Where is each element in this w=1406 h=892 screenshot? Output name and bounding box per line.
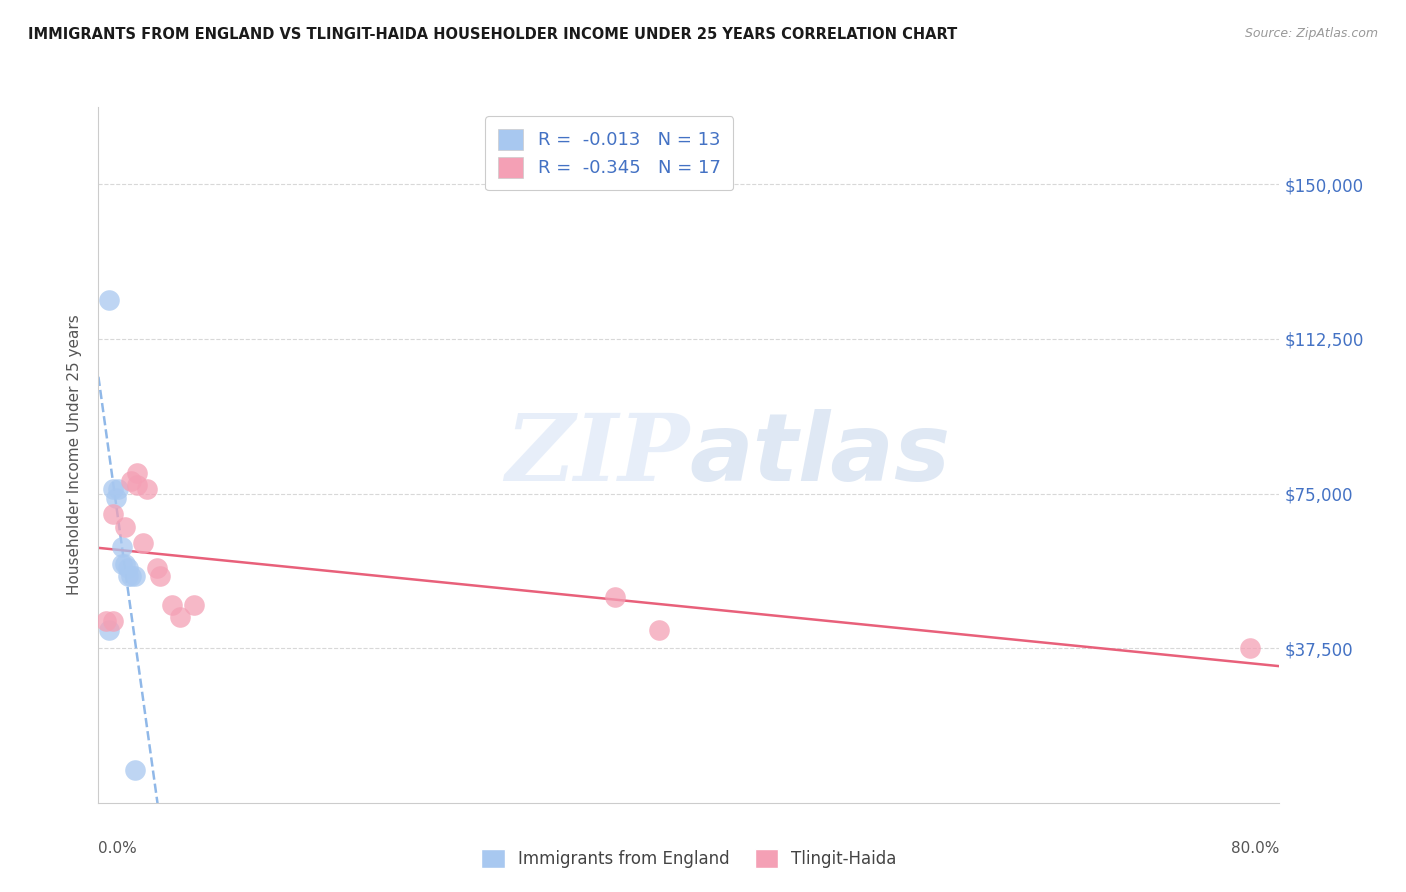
Legend: Immigrants from England, Tlingit-Haida: Immigrants from England, Tlingit-Haida [471, 838, 907, 878]
Point [97, 293, 120, 307]
Point [124, 763, 146, 777]
Point [97, 623, 120, 637]
Point [169, 610, 191, 624]
Point [648, 623, 671, 637]
Point [1239, 641, 1261, 656]
Y-axis label: Householder Income Under 25 years: Householder Income Under 25 years [67, 315, 83, 595]
Text: IMMIGRANTS FROM ENGLAND VS TLINGIT-HAIDA HOUSEHOLDER INCOME UNDER 25 YEARS CORRE: IMMIGRANTS FROM ENGLAND VS TLINGIT-HAIDA… [28, 27, 957, 42]
Point [117, 569, 139, 583]
Point [162, 598, 183, 612]
Point [183, 598, 205, 612]
Point [117, 561, 139, 575]
Text: 80.0%: 80.0% [1232, 841, 1279, 856]
Point [146, 561, 169, 575]
Text: Source: ZipAtlas.com: Source: ZipAtlas.com [1244, 27, 1378, 40]
Point [125, 478, 148, 492]
Point [105, 491, 128, 505]
Point [94, 615, 117, 629]
Point [103, 507, 125, 521]
Text: 0.0%: 0.0% [98, 841, 138, 856]
Point [605, 590, 627, 604]
Point [132, 536, 155, 550]
Point [107, 483, 129, 497]
Point [111, 557, 134, 571]
Point [124, 569, 146, 583]
Point [149, 569, 172, 583]
Text: atlas: atlas [689, 409, 950, 501]
Point [120, 474, 142, 488]
Point [120, 569, 142, 583]
Point [114, 557, 136, 571]
Point [125, 466, 148, 480]
Text: ZIP: ZIP [505, 410, 689, 500]
Point [136, 483, 159, 497]
Point [111, 540, 134, 554]
Point [103, 483, 125, 497]
Point [114, 519, 136, 533]
Point [103, 615, 125, 629]
